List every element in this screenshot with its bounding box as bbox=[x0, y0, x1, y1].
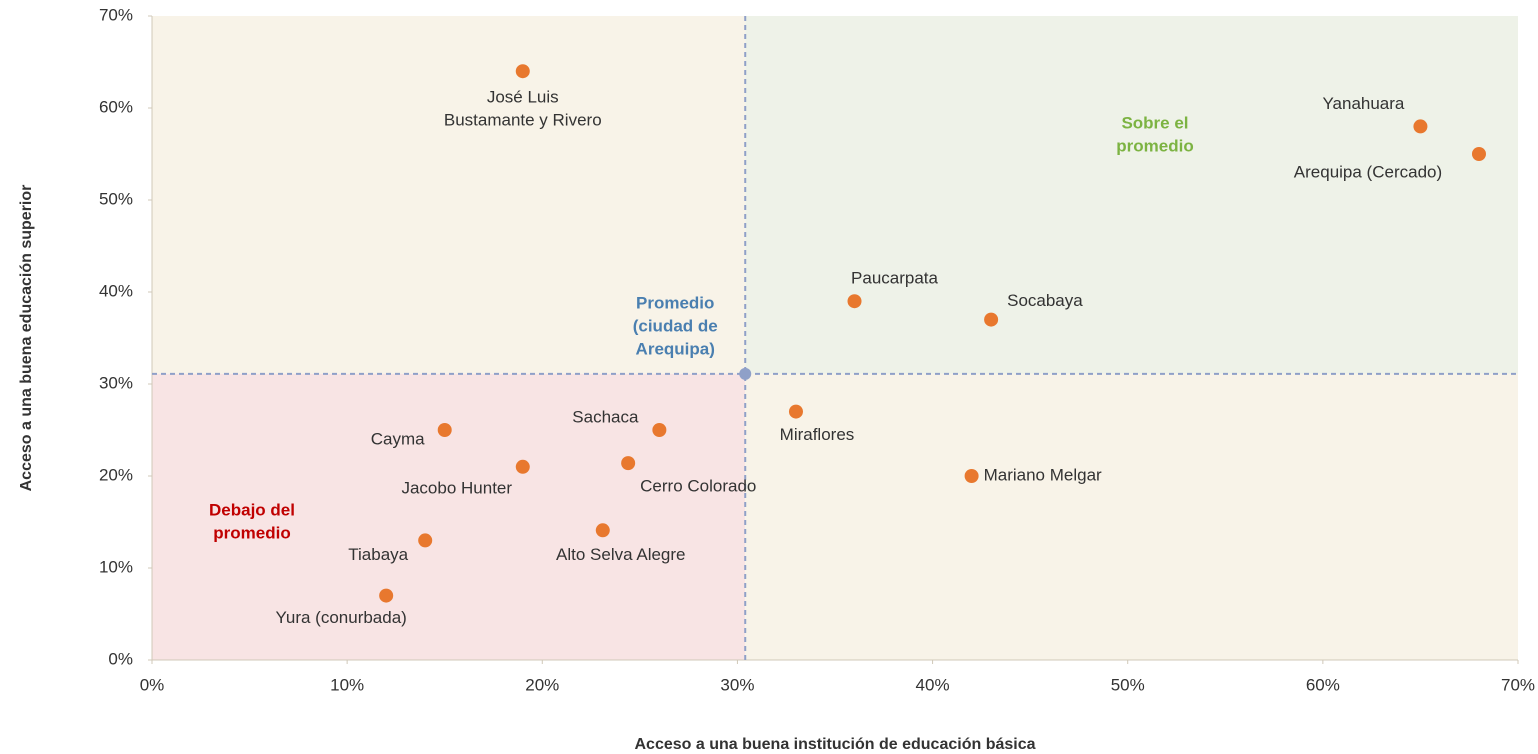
point bbox=[437, 423, 452, 437]
above-label: promedio bbox=[1116, 136, 1193, 155]
point bbox=[984, 312, 999, 327]
y-axis-label: Acceso a una buena educación superior bbox=[18, 185, 35, 492]
point-label: Yura (conurbada) bbox=[275, 608, 406, 627]
quadrant-lower-right bbox=[745, 373, 1518, 660]
point-label: Yanahuara bbox=[1322, 94, 1404, 113]
point bbox=[621, 456, 636, 471]
quadrant-upper-right bbox=[745, 16, 1518, 374]
point-label: Bustamante y Rivero bbox=[444, 111, 602, 130]
average-point bbox=[739, 367, 752, 380]
point bbox=[515, 64, 530, 79]
average-label: Arequipa) bbox=[636, 339, 715, 358]
y-tick-label: 50% bbox=[99, 189, 133, 208]
y-tick-label: 0% bbox=[108, 649, 133, 668]
below-label: Debajo del bbox=[209, 500, 295, 519]
y-tick-label: 60% bbox=[99, 97, 133, 116]
point-label: Alto Selva Alegre bbox=[556, 545, 685, 564]
point-label: Arequipa (Cercado) bbox=[1294, 162, 1442, 181]
x-tick-label: 30% bbox=[720, 675, 754, 694]
point-label: Mariano Melgar bbox=[984, 465, 1102, 484]
point bbox=[847, 294, 862, 309]
point bbox=[418, 533, 433, 548]
point bbox=[515, 459, 530, 474]
x-tick-label: 40% bbox=[916, 675, 950, 694]
point-label: Sachaca bbox=[572, 407, 639, 426]
x-tick-label: 0% bbox=[140, 675, 165, 694]
quadrant-lower-left bbox=[152, 373, 746, 660]
x-tick-label: 60% bbox=[1306, 675, 1340, 694]
point bbox=[788, 404, 803, 419]
point-label: Tiabaya bbox=[348, 545, 408, 564]
x-tick-label: 10% bbox=[330, 675, 364, 694]
above-label: Sobre el bbox=[1121, 113, 1188, 132]
y-tick-label: 20% bbox=[99, 465, 133, 484]
point bbox=[595, 523, 610, 538]
point-label: Cerro Colorado bbox=[640, 477, 756, 496]
average-label: (ciudad de bbox=[633, 316, 718, 335]
x-tick-label: 70% bbox=[1501, 675, 1535, 694]
y-tick-label: 10% bbox=[99, 557, 133, 576]
x-axis-label: Acceso a una buena institución de educac… bbox=[635, 736, 1036, 753]
x-tick-label: 20% bbox=[525, 675, 559, 694]
point-label: José Luis bbox=[487, 88, 559, 107]
y-tick-label: 70% bbox=[99, 5, 133, 24]
point bbox=[964, 469, 979, 483]
y-tick-label: 30% bbox=[99, 373, 133, 392]
below-label: promedio bbox=[213, 523, 290, 542]
y-tick-label: 40% bbox=[99, 281, 133, 300]
point bbox=[1413, 119, 1428, 134]
point bbox=[652, 423, 667, 437]
point bbox=[379, 588, 394, 603]
x-tick-label: 50% bbox=[1111, 675, 1145, 694]
point-label: Cayma bbox=[371, 429, 425, 448]
quadrant-upper-left bbox=[152, 16, 746, 374]
point-label: Jacobo Hunter bbox=[401, 478, 512, 497]
point-label: Paucarpata bbox=[851, 269, 938, 288]
point bbox=[1471, 147, 1486, 161]
point-label: Miraflores bbox=[780, 425, 855, 444]
average-label: Promedio bbox=[636, 293, 714, 312]
point-label: Socabaya bbox=[1007, 291, 1083, 310]
